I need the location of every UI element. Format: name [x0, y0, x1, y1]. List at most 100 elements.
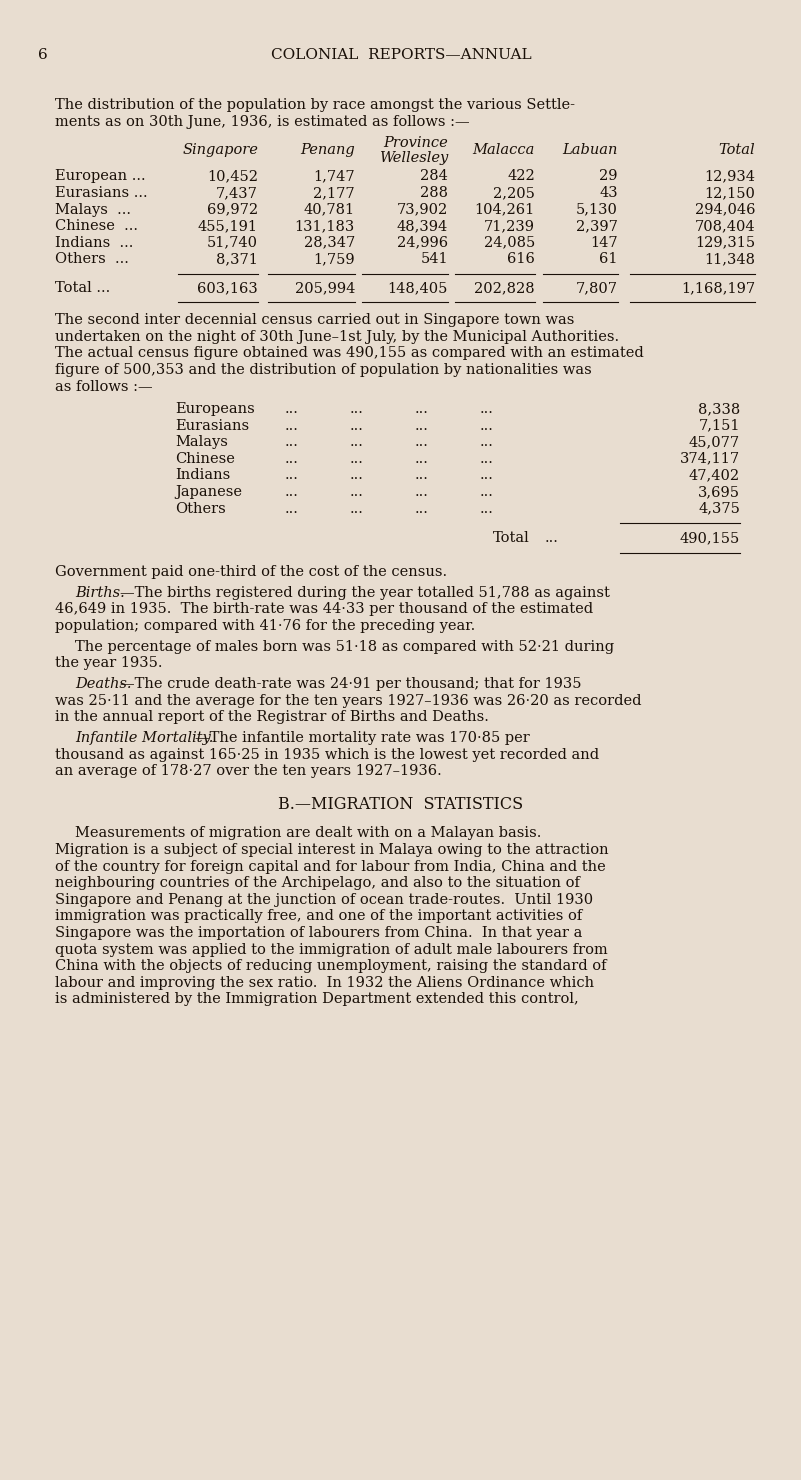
Text: ...: ... — [350, 435, 364, 450]
Text: 288: 288 — [420, 186, 448, 200]
Text: Deaths.: Deaths. — [75, 678, 131, 691]
Text: Singapore and Penang at the junction of ocean trade-routes.  Until 1930: Singapore and Penang at the junction of … — [55, 892, 593, 907]
Text: 129,315: 129,315 — [695, 235, 755, 250]
Text: 7,807: 7,807 — [576, 281, 618, 295]
Text: ...: ... — [415, 468, 429, 482]
Text: Eurasians ...: Eurasians ... — [55, 186, 147, 200]
Text: 148,405: 148,405 — [388, 281, 448, 295]
Text: 2,177: 2,177 — [313, 186, 355, 200]
Text: Wellesley: Wellesley — [379, 151, 448, 164]
Text: ...: ... — [285, 502, 299, 515]
Text: neighbouring countries of the Archipelago, and also to the situation of: neighbouring countries of the Archipelag… — [55, 876, 580, 891]
Text: ...: ... — [415, 435, 429, 450]
Text: 71,239: 71,239 — [484, 219, 535, 234]
Text: 422: 422 — [507, 169, 535, 184]
Text: is administered by the Immigration Department extended this control,: is administered by the Immigration Depar… — [55, 993, 579, 1006]
Text: Singapore: Singapore — [182, 142, 258, 157]
Text: Labuan: Labuan — [562, 142, 618, 157]
Text: ...: ... — [545, 531, 559, 545]
Text: —The crude death-rate was 24·91 per thousand; that for 1935: —The crude death-rate was 24·91 per thou… — [120, 678, 582, 691]
Text: 294,046: 294,046 — [694, 203, 755, 216]
Text: Eurasians: Eurasians — [175, 419, 249, 432]
Text: 61: 61 — [599, 252, 618, 266]
Text: ...: ... — [350, 451, 364, 466]
Text: 202,828: 202,828 — [474, 281, 535, 295]
Text: 45,077: 45,077 — [689, 435, 740, 450]
Text: 1,168,197: 1,168,197 — [681, 281, 755, 295]
Text: 7,151: 7,151 — [698, 419, 740, 432]
Text: 24,085: 24,085 — [484, 235, 535, 250]
Text: 6: 6 — [38, 47, 48, 62]
Text: ments as on 30th June, 1936, is estimated as follows :—: ments as on 30th June, 1936, is estimate… — [55, 114, 469, 129]
Text: 541: 541 — [421, 252, 448, 266]
Text: ...: ... — [350, 419, 364, 432]
Text: ...: ... — [285, 403, 299, 416]
Text: 1,759: 1,759 — [313, 252, 355, 266]
Text: Malays  ...: Malays ... — [55, 203, 131, 216]
Text: 455,191: 455,191 — [198, 219, 258, 234]
Text: 12,934: 12,934 — [704, 169, 755, 184]
Text: ...: ... — [350, 485, 364, 499]
Text: in the annual report of the Registrar of Births and Deaths.: in the annual report of the Registrar of… — [55, 710, 489, 724]
Text: Others  ...: Others ... — [55, 252, 129, 266]
Text: ...: ... — [415, 502, 429, 515]
Text: ...: ... — [480, 468, 494, 482]
Text: B.—MIGRATION  STATISTICS: B.—MIGRATION STATISTICS — [279, 796, 524, 813]
Text: 2,205: 2,205 — [493, 186, 535, 200]
Text: ...: ... — [350, 403, 364, 416]
Text: 3,695: 3,695 — [698, 485, 740, 499]
Text: Measurements of migration are dealt with on a Malayan basis.: Measurements of migration are dealt with… — [75, 826, 541, 841]
Text: Europeans: Europeans — [175, 403, 255, 416]
Text: The second inter decennial census carried out in Singapore town was: The second inter decennial census carrie… — [55, 314, 574, 327]
Text: Chinese  ...: Chinese ... — [55, 219, 138, 234]
Text: Province: Province — [383, 136, 448, 149]
Text: ...: ... — [285, 485, 299, 499]
Text: 4,375: 4,375 — [698, 502, 740, 515]
Text: 7,437: 7,437 — [216, 186, 258, 200]
Text: European ...: European ... — [55, 169, 146, 184]
Text: Singapore was the importation of labourers from China.  In that year a: Singapore was the importation of laboure… — [55, 926, 582, 940]
Text: Chinese: Chinese — [175, 451, 235, 466]
Text: ...: ... — [480, 502, 494, 515]
Text: 40,781: 40,781 — [304, 203, 355, 216]
Text: Migration is a subject of special interest in Malaya owing to the attraction: Migration is a subject of special intere… — [55, 844, 609, 857]
Text: ...: ... — [285, 451, 299, 466]
Text: labour and improving the sex ratio.  In 1932 the Aliens Ordinance which: labour and improving the sex ratio. In 1… — [55, 975, 594, 990]
Text: ...: ... — [415, 419, 429, 432]
Text: Penang: Penang — [300, 142, 355, 157]
Text: 8,338: 8,338 — [698, 403, 740, 416]
Text: 490,155: 490,155 — [680, 531, 740, 545]
Text: Births.: Births. — [75, 586, 125, 599]
Text: 11,348: 11,348 — [704, 252, 755, 266]
Text: ...: ... — [480, 435, 494, 450]
Text: an average of 178·27 over the ten years 1927–1936.: an average of 178·27 over the ten years … — [55, 764, 441, 778]
Text: ...: ... — [285, 419, 299, 432]
Text: ...: ... — [480, 451, 494, 466]
Text: 708,404: 708,404 — [694, 219, 755, 234]
Text: Indians  ...: Indians ... — [55, 235, 134, 250]
Text: ...: ... — [415, 485, 429, 499]
Text: Japanese: Japanese — [175, 485, 242, 499]
Text: 10,452: 10,452 — [207, 169, 258, 184]
Text: —The births registered during the year totalled 51,788 as against: —The births registered during the year t… — [120, 586, 610, 599]
Text: Malacca: Malacca — [473, 142, 535, 157]
Text: 46,649 in 1935.  The birth-rate was 44·33 per thousand of the estimated: 46,649 in 1935. The birth-rate was 44·33… — [55, 602, 593, 617]
Text: 374,117: 374,117 — [680, 451, 740, 466]
Text: Government paid one-third of the cost of the census.: Government paid one-third of the cost of… — [55, 565, 447, 579]
Text: 147: 147 — [590, 235, 618, 250]
Text: 48,394: 48,394 — [396, 219, 448, 234]
Text: ...: ... — [350, 468, 364, 482]
Text: of the country for foreign capital and for labour from India, China and the: of the country for foreign capital and f… — [55, 860, 606, 873]
Text: ...: ... — [415, 451, 429, 466]
Text: Indians: Indians — [175, 468, 230, 482]
Text: 603,163: 603,163 — [197, 281, 258, 295]
Text: 205,994: 205,994 — [295, 281, 355, 295]
Text: ...: ... — [480, 419, 494, 432]
Text: ...: ... — [350, 502, 364, 515]
Text: 284: 284 — [421, 169, 448, 184]
Text: 47,402: 47,402 — [689, 468, 740, 482]
Text: 131,183: 131,183 — [295, 219, 355, 234]
Text: 104,261: 104,261 — [475, 203, 535, 216]
Text: Infantile Mortality.: Infantile Mortality. — [75, 731, 213, 744]
Text: 1,747: 1,747 — [313, 169, 355, 184]
